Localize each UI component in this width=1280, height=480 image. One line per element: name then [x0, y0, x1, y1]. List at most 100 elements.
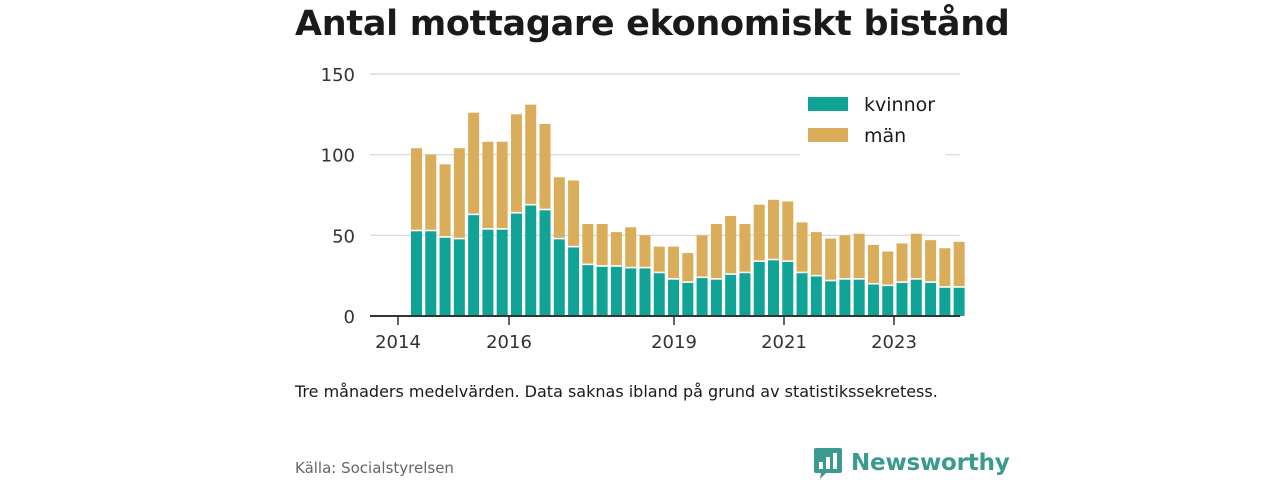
bar-man	[853, 233, 865, 279]
bar-man	[839, 235, 851, 279]
bar-kvinnor	[639, 267, 651, 316]
bar-kvinnor	[610, 265, 622, 316]
bar-man	[439, 164, 451, 237]
bar-man	[653, 246, 665, 273]
bar-kvinnor	[853, 278, 865, 316]
bar-kvinnor	[825, 280, 837, 316]
bar-man	[682, 253, 694, 283]
bar-kvinnor	[768, 259, 779, 316]
x-axis: 2014 2016 2019 2021 2023	[370, 315, 960, 353]
bar-man	[768, 199, 779, 260]
bar-kvinnor	[568, 246, 580, 316]
bar-man	[696, 235, 708, 278]
brand-name: Newsworthy	[851, 450, 1010, 476]
bar-kvinnor	[525, 204, 537, 316]
bar-man	[510, 114, 522, 213]
bar-man	[753, 204, 765, 262]
bar-kvinnor	[867, 283, 879, 316]
bar-kvinnor	[425, 230, 437, 316]
x-tick-label: 2021	[761, 332, 807, 353]
x-tick-label: 2023	[871, 332, 917, 353]
bar-kvinnor	[939, 286, 951, 316]
legend-label-kvinnor: kvinnor	[864, 94, 935, 116]
bar-man	[482, 141, 494, 229]
x-tick-label: 2014	[375, 332, 421, 353]
bar-man	[596, 224, 608, 266]
bar-man	[668, 246, 680, 279]
bars	[411, 104, 965, 316]
y-tick-label: 100	[321, 146, 355, 167]
stacked-bar-chart: 0 50 100 150 2014 2016 2019 2021 2023 kvinnor m…	[321, 65, 965, 353]
legend-label-man: män	[864, 125, 906, 147]
bar-man	[896, 243, 908, 283]
bar-kvinnor	[482, 228, 494, 316]
bar-man	[867, 245, 879, 284]
bar-kvinnor	[782, 261, 794, 316]
newsworthy-logo: Newsworthy	[813, 446, 1010, 480]
bar-man	[710, 224, 722, 279]
bar-man	[582, 224, 594, 265]
source-label: Källa: Socialstyrelsen	[295, 459, 454, 477]
bar-man	[525, 104, 537, 205]
bar-kvinnor	[653, 272, 665, 316]
bar-man	[882, 251, 894, 286]
bar-kvinnor	[810, 275, 822, 316]
bar-man	[725, 215, 737, 275]
bar-man	[411, 148, 422, 231]
x-tick-label: 2016	[486, 332, 532, 353]
chart-title: Antal mottagare ekonomiskt bistånd	[295, 4, 1010, 44]
bar-kvinnor	[696, 277, 708, 316]
bar-kvinnor	[682, 282, 694, 316]
bar-man	[425, 154, 437, 231]
bar-kvinnor	[725, 274, 737, 316]
bar-kvinnor	[739, 272, 751, 316]
bar-kvinnor	[796, 272, 808, 316]
bar-man	[796, 222, 808, 273]
bar-kvinnor	[925, 282, 937, 316]
bar-kvinnor	[510, 212, 522, 316]
bar-chart-speech-bubble-icon	[814, 448, 842, 479]
bar-kvinnor	[539, 209, 551, 316]
bar-man	[568, 180, 580, 247]
y-tick-label: 0	[344, 307, 355, 328]
bar-man	[910, 233, 922, 279]
legend-swatch-man	[808, 128, 848, 142]
bar-man	[639, 235, 651, 268]
bar-man	[625, 227, 637, 268]
bar-kvinnor	[710, 278, 722, 316]
bar-kvinnor	[882, 285, 894, 316]
bar-man	[953, 241, 965, 287]
bar-kvinnor	[439, 236, 451, 316]
bar-kvinnor	[839, 278, 851, 316]
bar-kvinnor	[668, 278, 680, 316]
bar-man	[739, 224, 751, 273]
x-tick-label: 2019	[651, 332, 697, 353]
bar-man	[810, 232, 822, 276]
legend-background	[800, 84, 945, 156]
bar-man	[925, 240, 937, 283]
y-tick-label: 50	[332, 226, 355, 247]
bar-kvinnor	[496, 228, 508, 316]
legend-swatch-kvinnor	[808, 97, 848, 111]
chart-note: Tre månaders medelvärden. Data saknas ib…	[295, 382, 938, 401]
bar-man	[468, 112, 480, 215]
bar-kvinnor	[582, 264, 594, 316]
y-axis-ticks: 0 50 100 150	[321, 65, 355, 328]
bar-man	[825, 238, 837, 281]
bar-kvinnor	[953, 286, 965, 316]
y-tick-label: 150	[321, 65, 355, 86]
bar-kvinnor	[411, 230, 422, 316]
bar-man	[939, 248, 951, 287]
bar-kvinnor	[553, 238, 565, 316]
bar-kvinnor	[896, 282, 908, 316]
bar-man	[539, 124, 551, 210]
bar-man	[496, 141, 508, 229]
legend: kvinnor män	[800, 84, 945, 156]
bar-kvinnor	[468, 214, 480, 316]
bar-man	[610, 232, 622, 266]
bar-kvinnor	[625, 267, 637, 316]
bar-man	[782, 201, 794, 262]
bar-kvinnor	[910, 278, 922, 316]
bar-kvinnor	[453, 238, 465, 316]
bar-kvinnor	[753, 261, 765, 316]
